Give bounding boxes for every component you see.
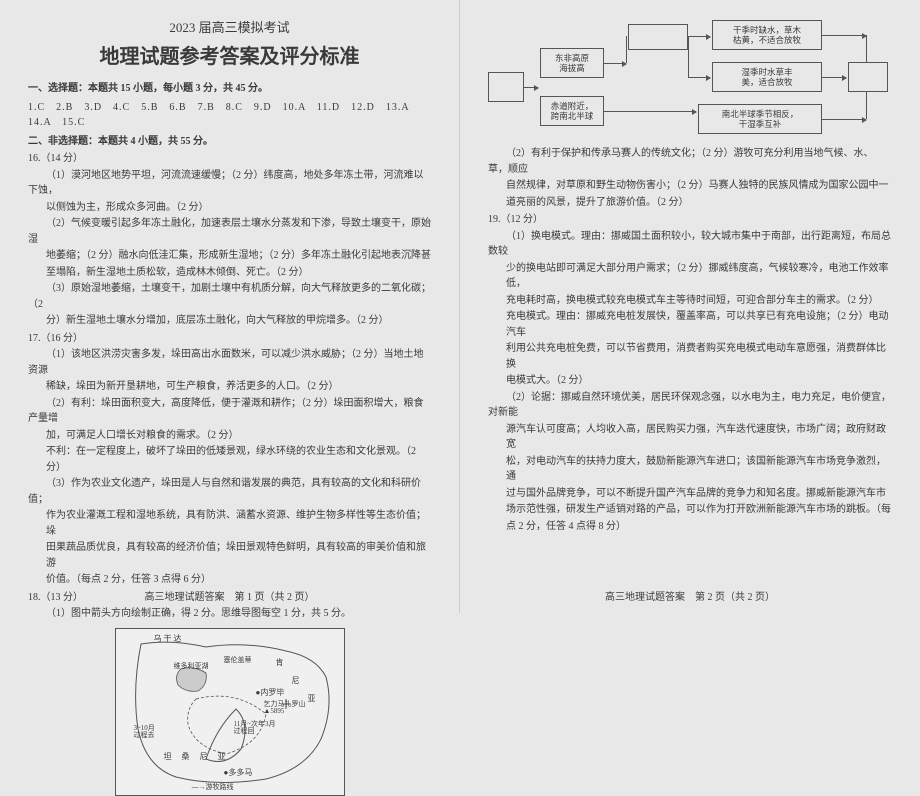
exam-header: 2023 届高三模拟考试: [28, 18, 431, 38]
q18-2a: （2）有利于保护和传承马赛人的传统文化；（2 分）游牧可充分利用当地气候、水、草…: [488, 146, 892, 177]
q19-2d: 过与国外品牌竞争，可以不断提升国产汽车品牌的竞争力和知名度。挪威新能源汽车市: [506, 486, 892, 502]
flow-empty-left: [488, 72, 524, 102]
q18-2b: 自然规律，对草原和野生动物伤害小；（2 分）马赛人独特的民族风情成为国家公园中一: [506, 178, 892, 194]
q16-2b: 地萎缩；（2 分）融水向低洼汇集，形成新生湿地；（2 分）多年冻土融化引起地表沉…: [46, 248, 431, 264]
q17-3b: 作为农业灌溉工程和湿地系统，具有防洪、涵蓄水资源、维护生物多样性等生态价值；垛: [46, 508, 431, 539]
arrow1: [524, 87, 538, 88]
q16-1b: 以侧蚀为主，形成众多河曲。（2 分）: [46, 200, 431, 216]
flow-box2: 赤道附近，跨南北半球: [540, 96, 604, 126]
q19-2e: 场示范性强，研发生产适销对路的产品，可以作为打开欧洲新能源汽车市场的跳板。（每: [506, 502, 892, 518]
arrow6v: [866, 35, 867, 62]
map-kenya2: 尼: [292, 675, 300, 687]
q19-2f: 点 2 分，任答 4 点得 8 分）: [506, 519, 892, 535]
arrow3: [688, 36, 710, 37]
q17-2b: 加，可满足人口增长对粮食的需求。（2 分）: [46, 428, 431, 444]
arrow4: [688, 77, 710, 78]
arrow8: [822, 119, 866, 120]
q18-1: （1）图中箭头方向绘制正确，得 2 分。思维导图每空 1 分，共 5 分。: [28, 606, 431, 622]
q19-1f: 电模式大。（2 分）: [506, 373, 892, 389]
q19-1c: 充电耗时高，换电模式较充电模式车主等待时间短，可迎合部分车主的需求。（2 分）: [506, 293, 892, 309]
mc-answers: 1.C 2.B 3.D 4.C 5.B 6.B 7.B 8.C 9.D 10.A…: [28, 100, 431, 131]
q16-3b: 分）新生湿地土壤水分增加，底层冻土融化，向大气释放的甲烷增多。（2 分）: [46, 313, 431, 329]
q19-head: 19.（12 分）: [488, 212, 892, 228]
page-right: 东非高原海拔高 赤道附近，跨南北半球 干季时缺水，草木枯黄，不适合放牧 湿季时水…: [460, 0, 920, 613]
section2-head: 二、非选择题：本题共 4 小题，共 55 分。: [28, 134, 431, 150]
map-dodoma: ●多多马: [224, 767, 253, 779]
footer-left: 高三地理试题答案 第 1 页（共 2 页）: [0, 590, 459, 606]
flow-box1: 东非高原海拔高: [540, 48, 604, 78]
q17-1a: （1）该地区洪涝灾害多发，垛田高出水面数米，可以减少洪水威胁；（2 分）当地土地…: [28, 347, 431, 378]
q17-2c: 不利：在一定程度上，破坏了垛田的低矮景观，绿水环绕的农业生态和文化景观。（2 分…: [46, 444, 431, 475]
map-kenya3: 亚: [308, 693, 316, 705]
flow-box5: 南北半球季节相反，干湿季互补: [698, 104, 822, 134]
q18-2c: 道亮丽的风景，提升了旅游价值。（2 分）: [506, 195, 892, 211]
q16-1a: （1）漠河地区地势平坦，河流流速缓慢；（2 分）纬度高，地处多年冻土带，河流难以…: [28, 168, 431, 199]
arrow2: [604, 63, 626, 64]
map-tanzania: 坦 桑 尼 亚: [164, 751, 230, 763]
map-legend: ---→游牧路线: [192, 782, 234, 793]
flow-empty-right: [848, 62, 888, 92]
q17-1b: 稀缺，垛田为新开垦耕地，可生产粮食，养活更多的人口。（2 分）: [46, 379, 431, 395]
q16-head: 16.（14 分）: [28, 151, 431, 167]
q16-2c: 至塌陷，新生湿地土质松软，造成林木倾倒、死亡。（2 分）: [46, 265, 431, 281]
arrow6: [822, 35, 866, 36]
flow-box3: 干季时缺水，草木枯黄，不适合放牧: [712, 20, 822, 50]
q19-1d: 充电模式。理由：挪威充电桩发展快，覆盖率高，可以共享已有充电设施；（2 分）电动…: [506, 309, 892, 340]
q17-3a: （3）作为农业文化遗产，垛田是人与自然和谐发展的典范，具有较高的文化和科研价值；: [28, 476, 431, 507]
main-title: 地理试题参考答案及评分标准: [28, 42, 431, 73]
flow-diagram: 东非高原海拔高 赤道附近，跨南北半球 干季时缺水，草木枯黄，不适合放牧 湿季时水…: [488, 18, 892, 138]
arrow5: [604, 111, 696, 112]
map-serengeti: 塞伦盖蒂: [224, 655, 252, 666]
q19-1b: 少的换电站即可满足大部分用户需求；（2 分）挪威纬度高，气候较寒冷，电池工作效率…: [506, 261, 892, 292]
map-uganda: 乌 干 达: [154, 633, 182, 645]
q17-3c: 田果蔬品质优良，具有较高的经济价值；垛田景观特色鲜明，具有较高的审美价值和旅游: [46, 540, 431, 571]
map-nairobi: ●内罗毕: [256, 687, 285, 699]
q17-3d: 价值。（每点 2 分，任答 3 点得 6 分）: [46, 572, 431, 588]
map-kili: 乞力马扎罗山▲5895: [264, 701, 306, 715]
arrow4v: [688, 36, 689, 77]
q17-head: 17.（16 分）: [28, 331, 431, 347]
q19-1e: 利用公共充电桩免费，可以节省费用，消费者购买充电模式电动车意愿强，消费群体比换: [506, 341, 892, 372]
map-season1: 3~10月过程去: [134, 725, 155, 739]
footer-right: 高三地理试题答案 第 2 页（共 2 页）: [460, 590, 920, 606]
arrow7: [822, 77, 846, 78]
section1-head: 一、选择题：本题共 15 小题，每小题 3 分，共 45 分。: [28, 81, 431, 97]
q17-2a: （2）有利：垛田面积变大，高度降低，便于灌溉和耕作；（2 分）垛田面积增大，粮食…: [28, 396, 431, 427]
map-victoria: 维多利亚湖: [174, 661, 209, 672]
flow-box-mid1: [628, 24, 688, 50]
map-season2: 11月~次年3月过程回: [234, 721, 276, 735]
q16-2a: （2）气候变暖引起多年冻土融化，加速表层土壤水分蒸发和下渗，导致土壤变干，原始湿: [28, 216, 431, 247]
q19-2a: （2）论据：挪威自然环境优美，居民环保观念强，以水电为主，电力充足，电价便宜，对…: [488, 390, 892, 421]
arrow8v: [866, 92, 867, 119]
q19-1a: （1）换电模式。理由：挪威国土面积较小，较大城市集中于南部，出行距离短，布局总数…: [488, 229, 892, 260]
q19-2b: 源汽车认可度高；人均收入高，居民购买力强，汽车迭代速度快，市场广阔；政府财政宽: [506, 422, 892, 453]
q16-3a: （3）原始湿地萎缩，土壤变干，加剧土壤中有机质分解，向大气释放更多的二氧化碳；（…: [28, 281, 431, 312]
arrow2v: [626, 36, 627, 63]
flow-box4: 湿季时水草丰美，适合放牧: [712, 62, 822, 92]
page-left: 2023 届高三模拟考试 地理试题参考答案及评分标准 一、选择题：本题共 15 …: [0, 0, 460, 613]
map-figure: 乌 干 达 肯 尼 亚 ●内罗毕 坦 桑 尼 亚 ●多多马 乞力马扎罗山▲589…: [115, 628, 345, 796]
map-kenya1: 肯: [276, 657, 284, 669]
q19-2c: 松，对电动汽车的扶持力度大，鼓励新能源汽车进口；该国新能源汽车市场竞争激烈，通: [506, 454, 892, 485]
